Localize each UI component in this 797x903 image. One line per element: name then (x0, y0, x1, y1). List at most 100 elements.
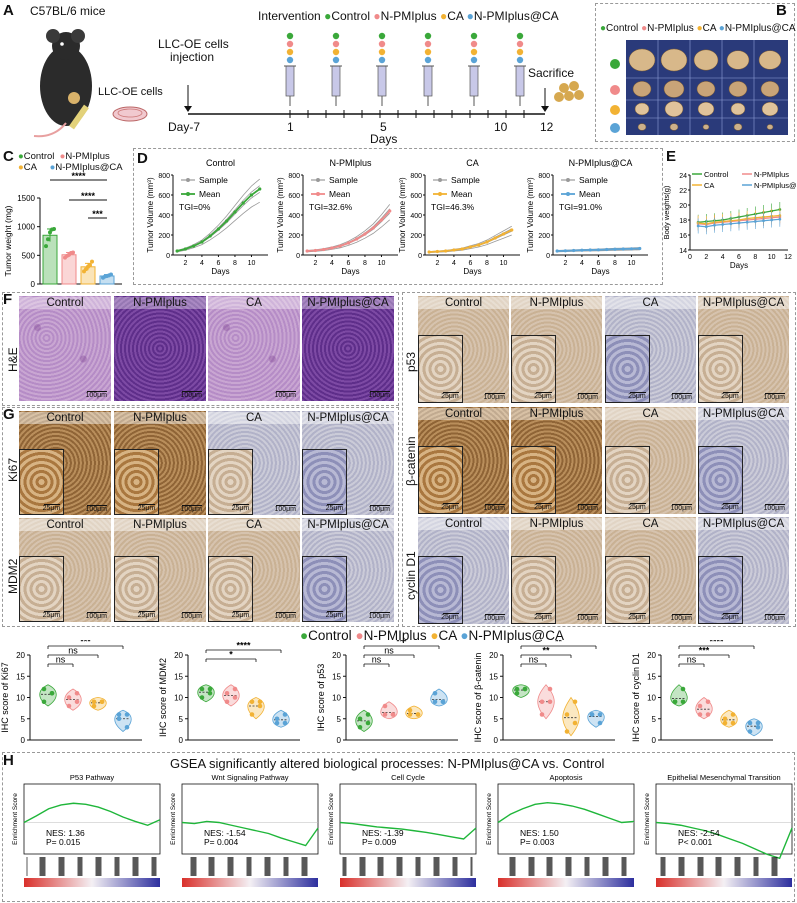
ihc-point (697, 712, 703, 717)
inset-scale-bar: 25μm (441, 614, 459, 621)
ihc-ytick-label: 5 (494, 715, 499, 724)
c-point (48, 230, 52, 235)
panel-label-g: G (3, 406, 15, 423)
d-tgi-2: TGI=46.3% (431, 202, 475, 212)
gsea-hits-1 (190, 857, 308, 876)
d-sample-line (307, 219, 391, 253)
syringe-barrel (285, 65, 295, 97)
magnified-inset: 25μm (418, 555, 463, 624)
c-sig-label-1: **** (81, 191, 96, 201)
syringe-barrel (331, 65, 341, 97)
ihc-sig-label: **** (236, 641, 251, 651)
d-xtick-label: 6 (468, 260, 472, 267)
g-row-label-1: MDM2 (6, 558, 20, 594)
d-mean-point (510, 228, 514, 232)
ihc-sig-label: *** (80, 640, 91, 647)
gsea-rank-bar-2 (340, 878, 476, 887)
ihc-point (357, 724, 363, 730)
ihc-sig-label: ns (687, 655, 697, 665)
d-ylabel-0: Tumor Volume (mm³) (146, 177, 155, 253)
inset-scale-bar: 25μm (721, 393, 739, 400)
d-xtick-label: 2 (435, 260, 439, 267)
gsea-title: GSEA significantly altered biological pr… (170, 756, 605, 771)
ihc-point (116, 712, 122, 717)
d-mean-point (225, 219, 229, 223)
tumor-cells-icon (68, 92, 80, 104)
ihc-tile-2-0: Control 25μm 100μm (418, 517, 509, 624)
ihc-tile-2-1: N-PMIplus 25μm 100μm (511, 517, 602, 624)
ihc-point (257, 703, 263, 709)
inset-scale-bar: 25μm (441, 504, 459, 511)
e-point (737, 221, 741, 225)
tile-title: Control (19, 412, 111, 424)
d-legend-sample-dot (438, 178, 442, 182)
d-mean-point (258, 187, 262, 191)
ihc-ytick-label: 0 (652, 736, 657, 745)
ihc-point (597, 712, 603, 717)
d-ytick-label: 0 (546, 253, 550, 260)
ihc-violin-3-3 (587, 709, 605, 728)
d-ytick-label: 400 (288, 213, 300, 220)
e-point (704, 225, 708, 229)
ihc-ytick-label: 10 (647, 694, 656, 703)
gsea-nes-3: NES: 1.50 (520, 828, 559, 838)
scale-bar: 100μm (274, 506, 296, 513)
syringe-6 (514, 32, 526, 106)
ihc-ytick-label: 15 (332, 672, 341, 681)
scale-bar: 100μm (763, 505, 785, 512)
e-point (696, 224, 700, 228)
c-ytick-label: 1500 (17, 194, 35, 203)
g-tile-1-3: N-PMIplus@CA 25μm 100μm (302, 518, 394, 622)
panel-d-box (133, 148, 663, 285)
gsea-hits-2 (342, 857, 473, 876)
panel-h-box (2, 752, 795, 902)
ihc-point (390, 712, 396, 717)
tumor-2-3 (730, 102, 746, 116)
gsea-hits-4 (660, 857, 778, 876)
ihc-tile-0-3: N-PMIplus@CA 25μm 100μm (698, 296, 789, 403)
scale-bar: 100μm (483, 505, 505, 512)
ihc-ytick-label: 15 (174, 672, 183, 681)
c-point (52, 226, 56, 231)
d-mean-point (249, 193, 254, 197)
ihc-ytick-label: 20 (332, 651, 341, 660)
scale-bar: 100μm (763, 615, 785, 622)
tile-title: Control (19, 297, 111, 309)
d-mean-point (216, 227, 221, 231)
e-legend-label-2: CA (704, 181, 714, 190)
d-xlabel-0: Days (211, 267, 229, 276)
tick-label-5: 5 (380, 120, 387, 134)
c-sig-label-2: *** (92, 209, 103, 219)
d-xtick-label: 6 (216, 260, 220, 267)
injection-arrowhead (184, 106, 192, 112)
ihc-ylabel-0: IHC score of Ki67 (0, 662, 10, 733)
d-mean-point (313, 248, 317, 253)
ihc-point (249, 699, 255, 705)
ihc-ylabel-2: IHC score of p53 (316, 664, 326, 732)
syringe-barrel (377, 65, 387, 97)
ihc-point (224, 699, 230, 705)
e-xtick-label: 10 (768, 254, 776, 261)
tile-title: CA (208, 412, 300, 424)
d-mean-point (588, 248, 592, 252)
magnified-inset: 25μm (208, 555, 254, 622)
ihc-point (282, 720, 288, 726)
d-xtick-label: 10 (500, 260, 508, 267)
ihc-tile-1-1: N-PMIplus 25μm 100μm (511, 407, 602, 514)
d-mean-point (338, 244, 342, 248)
gsea-rank-bar-0 (24, 878, 160, 887)
ihc-point (432, 690, 438, 696)
magnified-inset: 25μm (208, 448, 254, 515)
gsea-hits-3 (509, 857, 627, 876)
syringe-dose-dot (516, 32, 524, 40)
syringe-dose-dot (516, 40, 524, 48)
ihc-point (514, 686, 520, 692)
c-point (44, 244, 48, 249)
scale-bar: 100μm (180, 392, 202, 399)
ihc-tile-0-1: N-PMIplus 25μm 100μm (511, 296, 602, 403)
row-dot-npmi-ca (610, 123, 620, 133)
scale-bar: 100μm (274, 613, 296, 620)
